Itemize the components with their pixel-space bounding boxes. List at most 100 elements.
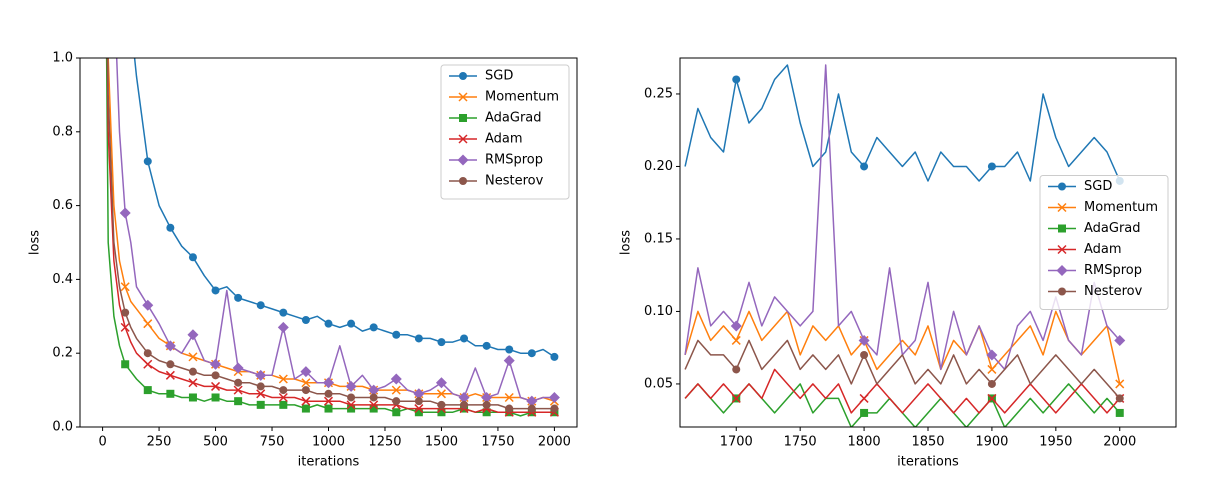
x-tick-label: 2000 (1103, 435, 1136, 450)
legend: SGD Momentum AdaGrad Adam RMSprop Nesterov (1039, 175, 1169, 310)
legend-label: SGD (485, 69, 513, 84)
legend-marker (457, 154, 469, 166)
marker (142, 299, 154, 311)
marker (414, 397, 423, 406)
marker (210, 358, 222, 370)
marker (187, 329, 199, 341)
marker (347, 393, 356, 402)
marker (278, 392, 288, 403)
marker (234, 293, 243, 302)
marker (233, 385, 243, 395)
marker (732, 75, 741, 84)
marker (1115, 394, 1124, 403)
legend-marker (459, 177, 467, 185)
marker (211, 286, 220, 295)
plot-area (105, 58, 560, 417)
marker (1115, 408, 1124, 417)
series-line (684, 368, 1121, 414)
legend-marker (458, 92, 468, 102)
marker (482, 341, 491, 350)
marker (165, 370, 175, 380)
x-tick-label: 0 (98, 435, 106, 450)
legend-marker (459, 114, 467, 122)
marker (347, 319, 356, 328)
y-tick-label: 0.10 (644, 304, 673, 319)
marker (324, 319, 333, 328)
legend-box (440, 64, 570, 200)
marker (278, 374, 288, 384)
marker (232, 362, 244, 374)
marker (368, 384, 380, 396)
marker (324, 389, 333, 398)
marker (437, 400, 446, 409)
marker (482, 400, 491, 409)
marker (437, 408, 446, 417)
legend-label: Momentum (485, 90, 559, 105)
marker (732, 365, 741, 374)
marker (550, 404, 559, 413)
marker (987, 364, 997, 374)
marker (323, 396, 334, 406)
marker (166, 223, 175, 232)
marker (504, 392, 514, 403)
marker (858, 334, 870, 346)
legend-marker (1058, 182, 1066, 191)
marker (256, 389, 266, 399)
marker (256, 400, 265, 409)
marker (505, 404, 514, 413)
marker (143, 349, 152, 358)
x-tick-label: 1500 (425, 435, 458, 450)
marker (211, 381, 221, 391)
series-line (684, 310, 1121, 385)
marker (391, 385, 401, 395)
marker (435, 377, 447, 389)
marker (211, 393, 220, 402)
y-tick-label: 0.15 (644, 231, 673, 246)
marker (255, 369, 267, 381)
marker (414, 404, 424, 414)
marker (324, 404, 333, 413)
marker (436, 389, 446, 399)
legend-label: RMSprop (485, 153, 543, 168)
marker (369, 323, 378, 332)
legend-marker (1058, 224, 1066, 233)
y-axis-label: loss (28, 230, 43, 255)
legend-label: Nesterov (1084, 284, 1143, 299)
marker (164, 340, 176, 352)
legend-label: AdaGrad (1084, 221, 1141, 236)
marker (550, 352, 559, 361)
marker (458, 391, 470, 403)
marker (460, 334, 469, 343)
legend: SGD Momentum AdaGrad Adam RMSprop Nesterov (440, 64, 570, 200)
legend-marker (1058, 287, 1066, 296)
marker (301, 378, 311, 388)
x-tick-label: 1950 (1039, 435, 1072, 450)
marker (277, 321, 289, 333)
marker (392, 330, 401, 339)
marker (369, 404, 378, 413)
marker (188, 352, 198, 362)
y-tick-label: 1.0 (52, 51, 73, 66)
marker (860, 350, 869, 359)
marker (346, 400, 356, 410)
x-tick-label: 1800 (848, 435, 881, 450)
x-tick-label: 1850 (911, 435, 944, 450)
x-tick-label: 1250 (368, 435, 401, 450)
series-line (684, 383, 1121, 427)
marker (986, 349, 998, 361)
marker (234, 397, 243, 406)
legend-label: AdaGrad (485, 111, 542, 126)
marker (527, 404, 536, 413)
marker (119, 207, 131, 219)
legend-label: Adam (485, 132, 523, 147)
marker (347, 404, 356, 413)
marker (256, 382, 265, 391)
marker (301, 315, 310, 324)
x-tick-label: 1000 (312, 435, 345, 450)
marker (301, 404, 310, 413)
marker (166, 389, 175, 398)
marker (188, 253, 197, 262)
marker (390, 373, 402, 385)
marker (256, 301, 265, 310)
